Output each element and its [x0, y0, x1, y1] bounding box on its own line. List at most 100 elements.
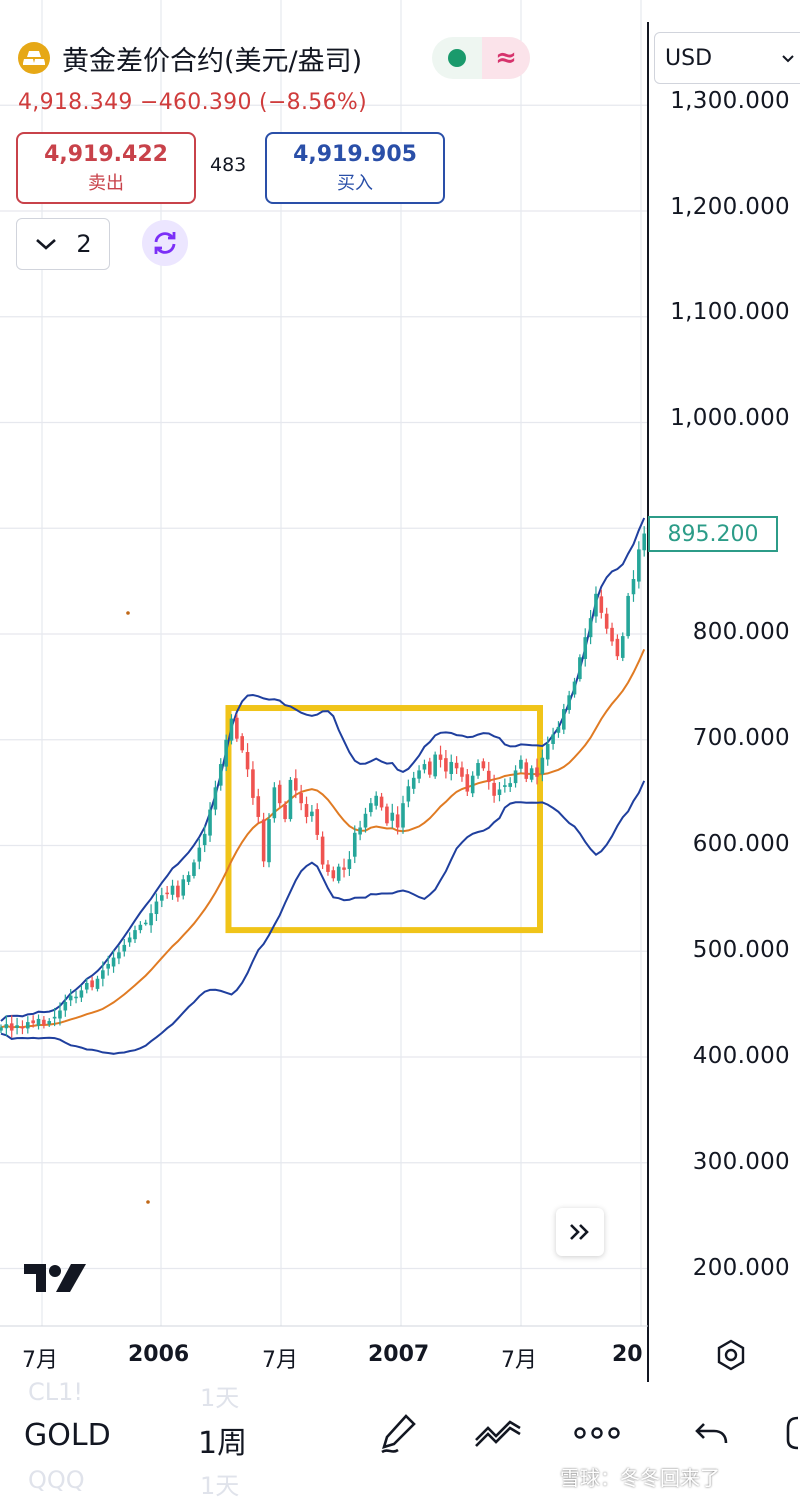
candle-body	[224, 739, 228, 767]
currency-select[interactable]: USD	[654, 32, 800, 84]
candle-body	[197, 847, 202, 862]
chart-settings-button[interactable]	[712, 1336, 750, 1378]
buy-button[interactable]: 4,919.905 买入	[265, 132, 445, 204]
candle-body	[363, 813, 368, 828]
candle-body	[36, 1018, 41, 1026]
candle-body	[111, 957, 116, 967]
ghost-timeframe-above: 1天	[200, 1384, 240, 1412]
chevron-down-icon	[36, 239, 57, 250]
candle-body	[47, 1021, 52, 1025]
candle-body	[235, 717, 239, 739]
candle-body	[138, 924, 143, 931]
candle-body	[486, 770, 491, 783]
refresh-icon	[154, 232, 176, 254]
candle-body	[385, 806, 389, 824]
price-chart[interactable]	[0, 0, 800, 1390]
candle-body	[283, 804, 287, 820]
candle-body	[58, 1010, 62, 1019]
candle-body	[90, 980, 94, 988]
candle-body	[294, 778, 298, 791]
drawing-tool-button[interactable]	[376, 1410, 422, 1460]
candle-body	[433, 754, 437, 777]
candle-body	[556, 727, 561, 733]
sell-button[interactable]: 4,919.422 卖出	[16, 132, 196, 204]
candle-body	[272, 787, 277, 819]
candle-body	[529, 768, 534, 780]
symbol-selector[interactable]: GOLD	[24, 1418, 111, 1453]
candle-body	[229, 718, 234, 741]
candle-body	[508, 783, 512, 787]
candle-body	[304, 804, 309, 817]
candle-body	[342, 867, 346, 870]
x-axis-label: 7月	[22, 1348, 58, 1373]
candle-body	[465, 774, 470, 792]
y-axis-label: 600.000	[692, 831, 790, 857]
candle-body	[310, 811, 314, 817]
buy-label: 买入	[337, 172, 373, 194]
candle-body	[127, 937, 132, 943]
candle-body	[422, 764, 427, 770]
candle-body	[261, 819, 266, 862]
candle-body	[192, 862, 196, 876]
y-axis-label: 400.000	[692, 1043, 790, 1069]
tradingview-logo	[24, 1262, 88, 1298]
consolidation-highlight-box	[225, 705, 543, 934]
tradingview-logo-icon	[24, 1264, 86, 1292]
candle-body	[117, 952, 121, 959]
candle-body	[149, 913, 153, 926]
candle-body	[594, 593, 598, 617]
candle-body	[101, 970, 105, 979]
market-open-icon	[432, 37, 482, 79]
candle-body	[74, 996, 78, 999]
sync-button[interactable]	[142, 220, 188, 266]
candle-body	[299, 793, 303, 804]
candle-body	[492, 782, 496, 796]
scroll-to-latest-button[interactable]	[556, 1208, 604, 1256]
chart-lines-icon	[475, 1420, 521, 1447]
symbol-title: 黄金差价合约(美元/盎司)	[62, 45, 363, 77]
candle-body	[540, 757, 545, 775]
candle-body	[122, 944, 127, 952]
candle-body	[390, 812, 395, 821]
indicators-button[interactable]	[472, 1410, 524, 1460]
candle-body	[181, 879, 186, 896]
xueqiu-watermark: 雪球：冬冬回来了	[560, 1466, 720, 1490]
market-status-pill[interactable]: ≈	[432, 37, 530, 79]
candle-body	[4, 1024, 9, 1029]
candle-body	[358, 827, 362, 835]
bollinger-upper-band	[0, 517, 646, 1022]
redo-button[interactable]	[784, 1410, 800, 1460]
candle-body	[213, 787, 218, 810]
indicators-toggle-button[interactable]: 2	[16, 218, 110, 270]
y-axis-label: 300.000	[692, 1149, 790, 1175]
more-options-button[interactable]	[572, 1418, 622, 1452]
y-axis-label: 1,200.000	[670, 194, 790, 220]
candle-body	[63, 1002, 68, 1011]
undo-icon	[695, 1423, 728, 1444]
symbol-header[interactable]: 黄金差价合约(美元/盎司)	[18, 38, 362, 78]
candle-body	[524, 762, 529, 779]
y-axis-label: 1,300.000	[670, 88, 790, 114]
candle-body	[562, 709, 566, 730]
candle-body	[347, 859, 352, 869]
candle-body	[267, 819, 271, 863]
undo-button[interactable]	[692, 1410, 734, 1460]
y-axis-label: 700.000	[692, 725, 790, 751]
spread-value: 483	[210, 154, 247, 176]
hexagon-settings-icon	[717, 1339, 745, 1371]
candle-body	[449, 761, 454, 775]
candle-body	[578, 657, 582, 680]
candle-body	[583, 637, 588, 659]
ghost-symbol-below: QQQ	[28, 1466, 85, 1494]
y-axis-label: 800.000	[692, 619, 790, 645]
x-axis-label: 2006	[128, 1342, 190, 1367]
ghost-symbol-above: CL1!	[28, 1378, 84, 1406]
candle-body	[551, 734, 555, 744]
timeframe-selector[interactable]: 1周	[198, 1426, 248, 1461]
candle-body	[277, 784, 282, 804]
candle-body	[320, 836, 325, 865]
candle-body	[369, 803, 373, 813]
gold-bars-icon	[18, 42, 50, 74]
candle-body	[604, 613, 609, 629]
candle-body	[406, 786, 411, 802]
